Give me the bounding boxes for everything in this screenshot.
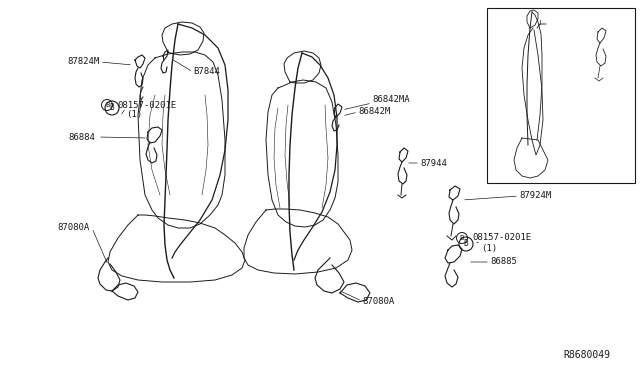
- Text: B: B: [109, 103, 115, 112]
- Bar: [487, 8, 635, 183]
- Text: 87080A: 87080A: [58, 224, 90, 232]
- Text: 08157-0201E: 08157-0201E: [472, 234, 531, 243]
- Text: 08157-0201E: 08157-0201E: [117, 100, 176, 109]
- Text: 87944: 87944: [420, 158, 447, 167]
- Text: 86885: 86885: [490, 257, 517, 266]
- Text: B: B: [460, 235, 464, 241]
- Text: (BELT EXTENDER): (BELT EXTENDER): [546, 35, 627, 44]
- Text: (1): (1): [481, 244, 497, 253]
- Text: 87824M: 87824M: [68, 58, 100, 67]
- Text: B: B: [464, 240, 468, 248]
- Text: 86842MA: 86842MA: [372, 96, 410, 105]
- Text: B: B: [105, 102, 109, 108]
- Text: B7844: B7844: [193, 67, 220, 77]
- Text: 86884: 86884: [68, 132, 95, 141]
- Text: 86842M: 86842M: [358, 108, 390, 116]
- Text: (1): (1): [126, 110, 142, 119]
- Text: 86848P: 86848P: [546, 23, 579, 32]
- Text: 87080A: 87080A: [362, 296, 394, 305]
- Text: 87924M: 87924M: [519, 192, 551, 201]
- Text: R8680049: R8680049: [563, 350, 610, 360]
